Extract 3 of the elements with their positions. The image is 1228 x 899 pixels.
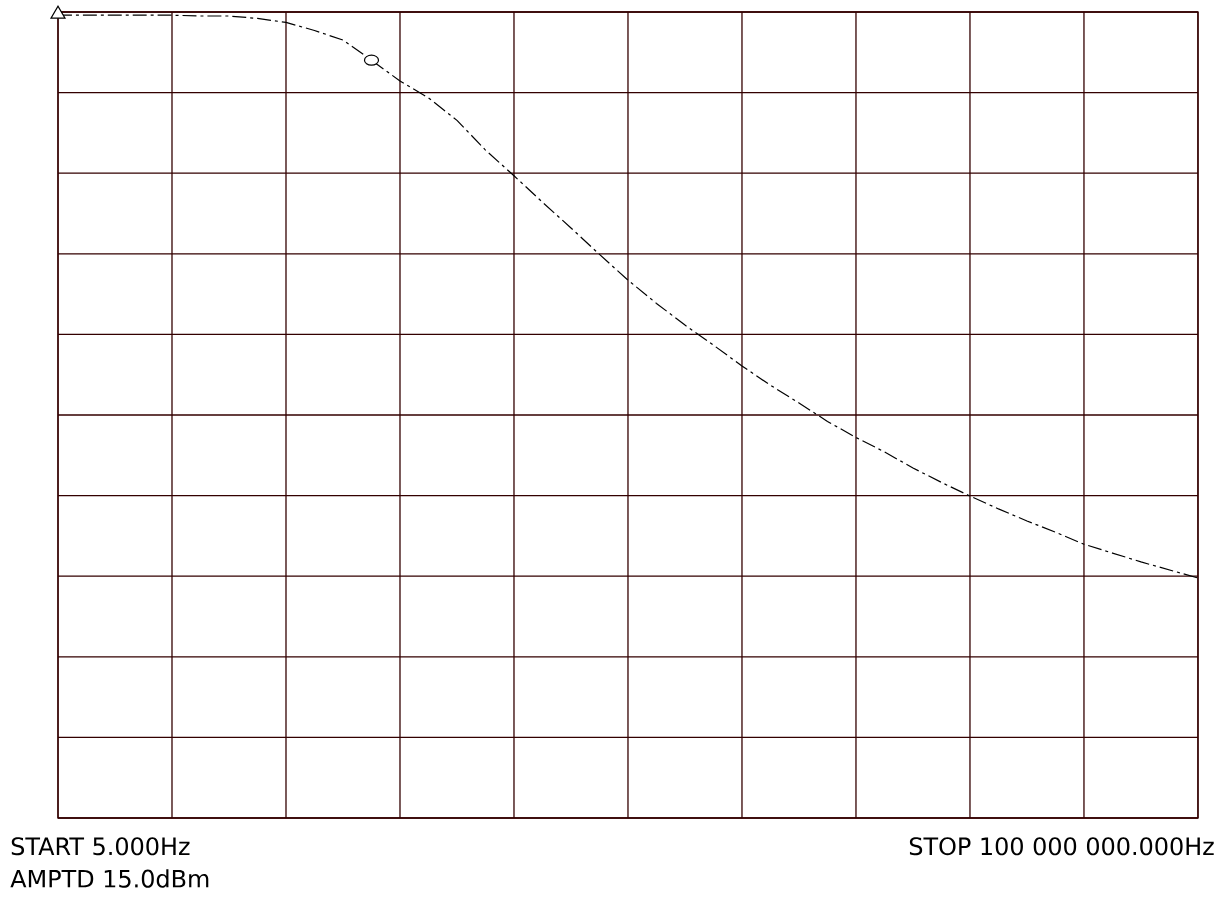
text: START 5.000Hz — [11, 837, 190, 856]
text: STOP 100 000 000.000Hz — [909, 837, 1214, 856]
text: AMPTD 15.0dBm — [10, 869, 209, 888]
